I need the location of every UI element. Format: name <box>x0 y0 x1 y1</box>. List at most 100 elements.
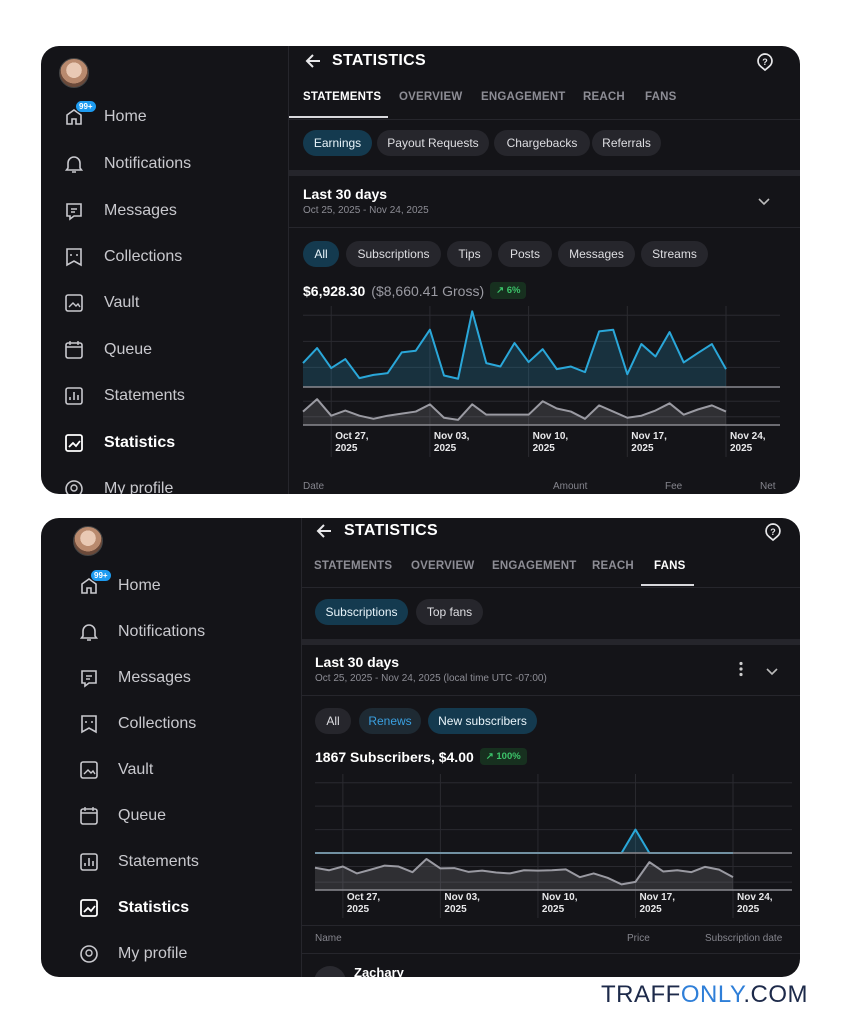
tab-fans[interactable]: FANS <box>654 560 686 572</box>
tab-statements[interactable]: STATEMENTS <box>314 560 393 572</box>
series-area <box>303 311 726 387</box>
home-icon: 99+ <box>63 100 97 128</box>
sidebar-item-home[interactable]: 99+ Home <box>41 100 288 132</box>
sidebar-item-label: Messages <box>104 202 177 219</box>
tab-engagement[interactable]: ENGAGEMENT <box>492 560 577 572</box>
sidebar-item-label: Notifications <box>118 623 206 640</box>
fan-name[interactable]: Zachary <box>354 965 404 977</box>
vault-icon <box>63 292 85 314</box>
avatar[interactable] <box>59 58 89 88</box>
column-header-subscription-date[interactable]: Subscription date <box>705 933 783 944</box>
bell-icon <box>63 153 85 175</box>
column-header-price[interactable]: Price <box>627 933 650 944</box>
column-header-date[interactable]: Date <box>303 481 325 492</box>
x-tick-label: Nov 24, <box>730 431 766 442</box>
help-icon[interactable]: ? <box>755 52 775 77</box>
sidebar-item-label: My profile <box>104 480 174 494</box>
chevron-down-icon[interactable] <box>757 194 771 212</box>
sidebar-item-my-profile[interactable]: My profile <box>41 474 288 494</box>
tab-overview[interactable]: OVERVIEW <box>411 560 475 572</box>
column-header-name[interactable]: Name <box>315 933 342 944</box>
message-icon <box>63 200 85 222</box>
column-header-fee[interactable]: Fee <box>665 481 683 492</box>
filter-messages[interactable]: Messages <box>558 241 635 267</box>
sidebar-item-vault[interactable]: Vault <box>41 755 301 785</box>
divider <box>289 119 800 120</box>
more-options-icon[interactable] <box>738 661 744 682</box>
sidebar-item-my-profile[interactable]: My profile <box>41 939 301 969</box>
tab-overview[interactable]: OVERVIEW <box>399 91 463 103</box>
fan-avatar[interactable] <box>314 966 346 977</box>
filter-renews[interactable]: Renews <box>359 708 421 734</box>
sidebar-item-statements[interactable]: Statements <box>41 847 301 877</box>
period-label[interactable]: Last 30 days <box>315 654 400 670</box>
divider <box>302 587 800 588</box>
statistics-icon <box>63 432 85 454</box>
sidebar-item-notifications[interactable]: Notifications <box>41 149 288 179</box>
chevron-down-icon[interactable] <box>765 664 779 682</box>
column-header-net[interactable]: Net <box>760 481 776 492</box>
collections-icon <box>78 713 100 735</box>
help-icon[interactable]: ? <box>763 522 783 547</box>
sidebar-item-statistics[interactable]: Statistics <box>41 428 288 458</box>
sidebar-item-queue[interactable]: Queue <box>41 335 288 365</box>
chip-payout-requests[interactable]: Payout Requests <box>377 130 489 156</box>
calendar-icon <box>63 339 85 361</box>
filter-subscriptions[interactable]: Subscriptions <box>346 241 441 267</box>
back-arrow-icon[interactable] <box>304 51 322 76</box>
statements-icon <box>63 385 85 407</box>
chip-subscriptions[interactable]: Subscriptions <box>315 599 408 625</box>
x-tick-label: Nov 10, <box>533 431 569 442</box>
divider <box>289 227 800 228</box>
period-label[interactable]: Last 30 days <box>303 186 388 202</box>
message-icon <box>78 667 100 689</box>
x-tick-label: 2025 <box>737 904 760 915</box>
tab-reach[interactable]: REACH <box>592 560 634 572</box>
filter-all[interactable]: All <box>303 241 339 267</box>
sidebar-item-statistics[interactable]: Statistics <box>41 893 301 923</box>
x-tick-label: 2025 <box>639 904 662 915</box>
sidebar-item-messages[interactable]: Messages <box>41 663 301 693</box>
home-icon: 99+ <box>78 569 112 597</box>
chip-earnings[interactable]: Earnings <box>303 130 372 156</box>
filter-streams[interactable]: Streams <box>641 241 708 267</box>
tab-reach[interactable]: REACH <box>583 91 625 103</box>
tab-fans[interactable]: FANS <box>645 91 677 103</box>
column-header-amount[interactable]: Amount <box>553 481 588 492</box>
x-tick-label: 2025 <box>533 443 556 454</box>
x-tick-label: Oct 27, <box>347 892 381 903</box>
filter-tips[interactable]: Tips <box>447 241 492 267</box>
series-line <box>315 828 733 854</box>
chip-top-fans[interactable]: Top fans <box>416 599 483 625</box>
sidebar-item-queue[interactable]: Queue <box>41 801 301 831</box>
x-tick-label: 2025 <box>347 904 370 915</box>
x-tick-label: Nov 03, <box>444 892 480 903</box>
sidebar-item-label: Statements <box>104 387 185 404</box>
sidebar-item-collections[interactable]: Collections <box>41 242 288 272</box>
sidebar-item-vault[interactable]: Vault <box>41 288 288 318</box>
filter-all[interactable]: All <box>315 708 351 734</box>
sidebar-item-home[interactable]: 99+ Home <box>41 569 301 601</box>
tab-statements[interactable]: STATEMENTS <box>303 91 382 103</box>
chip-chargebacks[interactable]: Chargebacks <box>494 130 590 156</box>
series-area <box>315 859 733 890</box>
section-separator <box>289 170 800 176</box>
trend-badge: ↗ 100% <box>479 748 527 765</box>
tab-engagement[interactable]: ENGAGEMENT <box>481 91 566 103</box>
chip-referrals[interactable]: Referrals <box>592 130 661 156</box>
sidebar-item-notifications[interactable]: Notifications <box>41 617 301 647</box>
sidebar-item-label: Collections <box>118 715 197 732</box>
filter-posts[interactable]: Posts <box>498 241 552 267</box>
x-tick-label: 2025 <box>631 443 654 454</box>
sidebar-item-statements[interactable]: Statements <box>41 381 288 411</box>
active-tab-indicator <box>641 584 694 586</box>
avatar[interactable] <box>73 526 103 556</box>
x-tick-label: Nov 24, <box>737 892 773 903</box>
x-tick-label: Oct 27, <box>335 431 369 442</box>
collections-icon <box>63 246 85 268</box>
back-arrow-icon[interactable] <box>315 521 333 546</box>
sidebar-item-collections[interactable]: Collections <box>41 709 301 739</box>
sidebar-item-messages[interactable]: Messages <box>41 196 288 226</box>
filter-new-subscribers[interactable]: New subscribers <box>428 708 537 734</box>
